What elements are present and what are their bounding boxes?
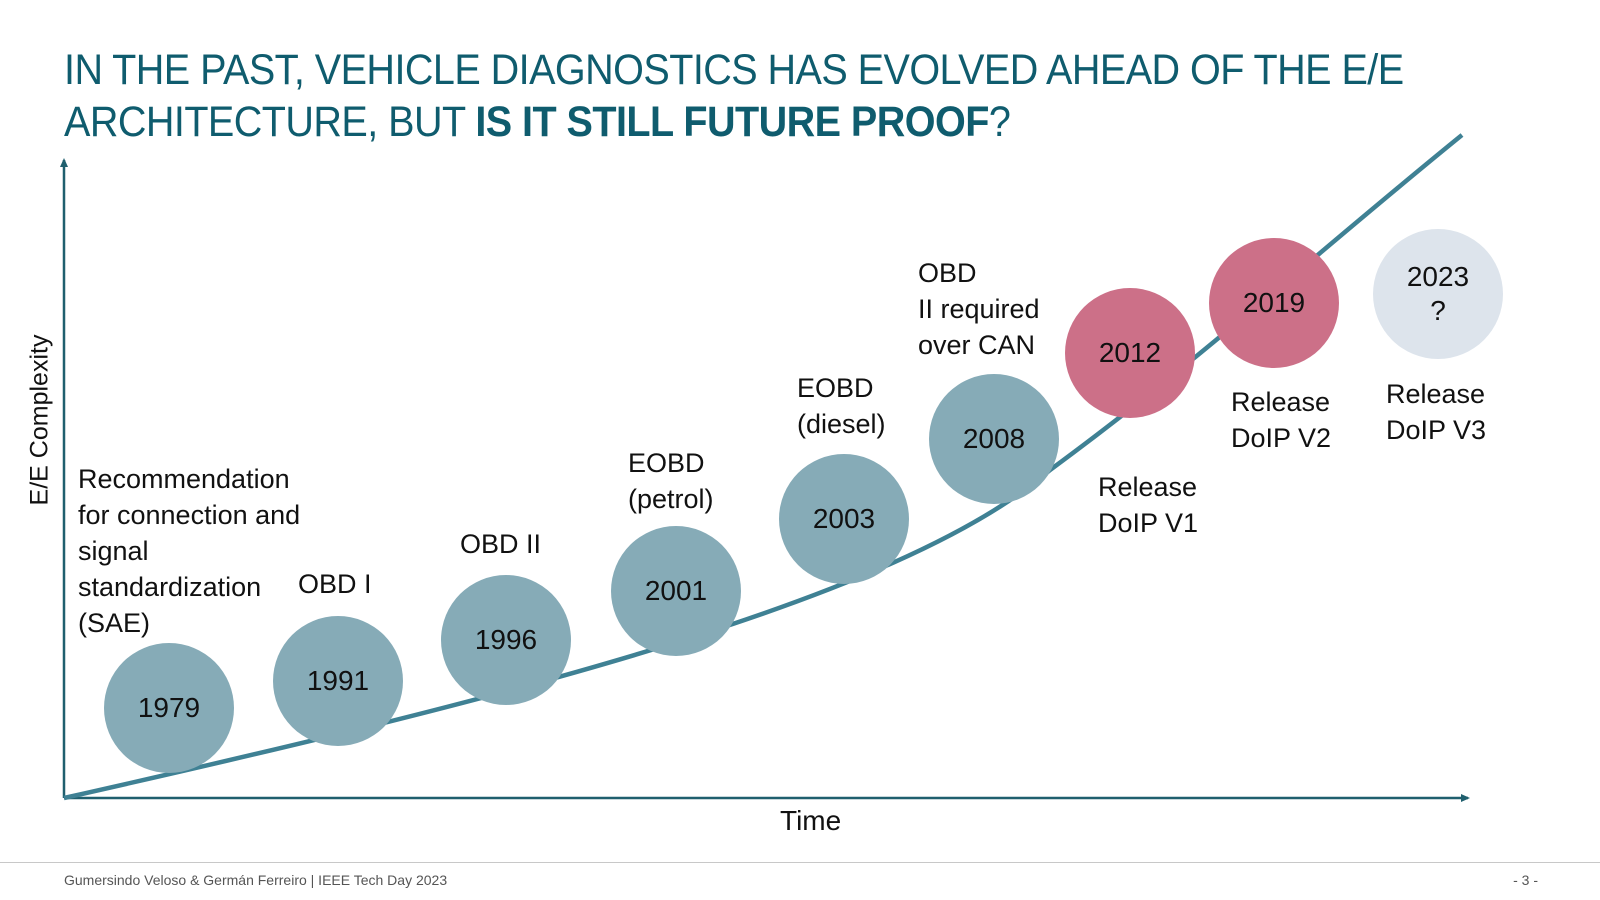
milestone-2001-label: EOBD (petrol): [628, 448, 714, 514]
milestone-1991-circle: 1991: [273, 616, 403, 746]
title-line1: IN THE PAST, VEHICLE DIAGNOSTICS HAS EVO…: [64, 46, 1404, 94]
title-emphasis: IS IT STILL FUTURE PROOF: [475, 98, 989, 146]
milestone-1979-label: Recommendation for connection and signal…: [78, 464, 301, 638]
milestone-2008-circle: 2008: [929, 374, 1059, 504]
y-axis-title: E/E Complexity: [25, 334, 54, 506]
milestone-2012-label: Release DoIP V1: [1098, 472, 1199, 538]
milestone-2023-label: Release DoIP V3: [1386, 379, 1487, 445]
footer-credits: Gumersindo Veloso & Germán Ferreiro | IE…: [64, 872, 448, 888]
milestone-1991-label: OBD I: [298, 569, 372, 599]
milestone-2001-circle: 2001: [611, 526, 741, 656]
x-axis-title: Time: [780, 805, 842, 836]
milestone-1996-label: OBD II: [460, 529, 542, 559]
milestone-1979-circle: 1979: [104, 643, 234, 773]
slide-title: IN THE PAST, VEHICLE DIAGNOSTICS HAS EVO…: [64, 44, 1404, 148]
page-number: - 3 -: [1513, 872, 1538, 888]
milestone-2008-label: OBD II required over CAN: [918, 258, 1040, 360]
milestone-1996-circle: 1996: [441, 575, 571, 705]
milestone-2012-circle: 2012: [1065, 288, 1195, 418]
milestone-2019-label: Release DoIP V2: [1231, 387, 1332, 453]
title-question-mark: ?: [988, 98, 1011, 146]
milestone-2019-circle: 2019: [1209, 238, 1339, 368]
milestone-2023-circle: 2023 ?: [1373, 229, 1503, 359]
milestone-2003-label: EOBD (diesel): [797, 373, 886, 439]
footer-divider: [0, 862, 1600, 863]
title-line2: ARCHITECTURE, BUT: [64, 98, 476, 146]
milestone-2003-circle: 2003: [779, 454, 909, 584]
